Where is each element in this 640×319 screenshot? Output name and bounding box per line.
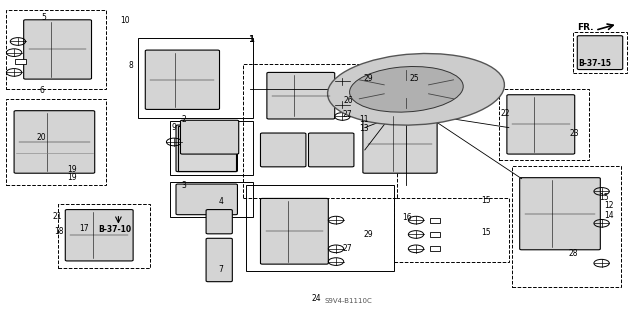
Text: 19: 19	[67, 165, 77, 174]
Bar	[246, 185, 394, 271]
Text: 17: 17	[79, 224, 90, 233]
Text: 18: 18	[54, 227, 63, 236]
FancyBboxPatch shape	[308, 133, 354, 167]
FancyBboxPatch shape	[206, 238, 232, 282]
Text: 29: 29	[364, 230, 374, 239]
FancyBboxPatch shape	[206, 210, 232, 234]
Text: 19: 19	[67, 173, 77, 182]
Text: 22: 22	[501, 109, 510, 118]
FancyBboxPatch shape	[145, 50, 220, 109]
Bar	[170, 121, 253, 175]
FancyBboxPatch shape	[176, 184, 237, 215]
Text: 11: 11	[359, 115, 368, 124]
Text: 20: 20	[36, 133, 47, 142]
FancyBboxPatch shape	[176, 125, 237, 172]
Bar	[6, 10, 106, 89]
Text: 15: 15	[481, 197, 492, 205]
Text: B-37-10: B-37-10	[99, 225, 132, 234]
Text: 27: 27	[342, 244, 353, 253]
Bar	[243, 64, 397, 198]
Text: 2: 2	[181, 115, 186, 124]
Text: 26: 26	[344, 96, 354, 105]
Text: 13: 13	[358, 124, 369, 133]
Text: 27: 27	[342, 110, 353, 119]
Bar	[178, 126, 236, 171]
Text: 5: 5	[41, 13, 46, 22]
FancyBboxPatch shape	[363, 114, 437, 173]
Text: FR.: FR.	[577, 23, 594, 32]
Bar	[430, 232, 440, 237]
FancyBboxPatch shape	[267, 72, 335, 119]
Text: S9V4-B1110C: S9V4-B1110C	[325, 299, 372, 304]
Ellipse shape	[349, 66, 463, 112]
Text: B-37-15: B-37-15	[579, 59, 612, 68]
FancyBboxPatch shape	[24, 20, 92, 79]
Bar	[573, 32, 627, 73]
Text: 10: 10	[120, 16, 130, 25]
Bar	[58, 204, 150, 268]
Text: 4: 4	[218, 197, 223, 206]
Text: 21: 21	[53, 212, 62, 221]
FancyBboxPatch shape	[180, 120, 239, 154]
FancyBboxPatch shape	[507, 95, 575, 154]
Text: 23: 23	[569, 130, 579, 138]
FancyBboxPatch shape	[577, 36, 623, 70]
Text: 7: 7	[218, 265, 223, 274]
FancyBboxPatch shape	[14, 111, 95, 173]
Text: 28: 28	[568, 249, 577, 258]
Bar	[170, 182, 253, 217]
Bar	[430, 246, 440, 251]
Text: 8: 8	[129, 61, 134, 70]
Ellipse shape	[328, 54, 504, 125]
Text: 3: 3	[181, 181, 186, 189]
Text: 15: 15	[481, 228, 492, 237]
FancyBboxPatch shape	[260, 133, 306, 167]
Bar	[6, 99, 106, 185]
Text: 9: 9	[171, 123, 176, 132]
Bar	[512, 166, 621, 287]
FancyBboxPatch shape	[65, 210, 133, 261]
Text: 16: 16	[402, 213, 412, 222]
Bar	[430, 218, 440, 223]
Bar	[499, 89, 589, 160]
Text: 24: 24	[312, 294, 322, 303]
FancyBboxPatch shape	[520, 178, 600, 250]
Text: 6: 6	[39, 86, 44, 95]
FancyBboxPatch shape	[260, 198, 328, 264]
Text: 29: 29	[364, 74, 374, 83]
Bar	[15, 59, 26, 64]
Text: 14: 14	[604, 211, 614, 220]
Text: 12: 12	[605, 201, 614, 210]
Text: 25: 25	[410, 74, 420, 83]
Bar	[138, 38, 253, 118]
Bar	[394, 198, 509, 262]
Text: 15: 15	[599, 193, 609, 202]
Text: 1: 1	[248, 35, 254, 44]
